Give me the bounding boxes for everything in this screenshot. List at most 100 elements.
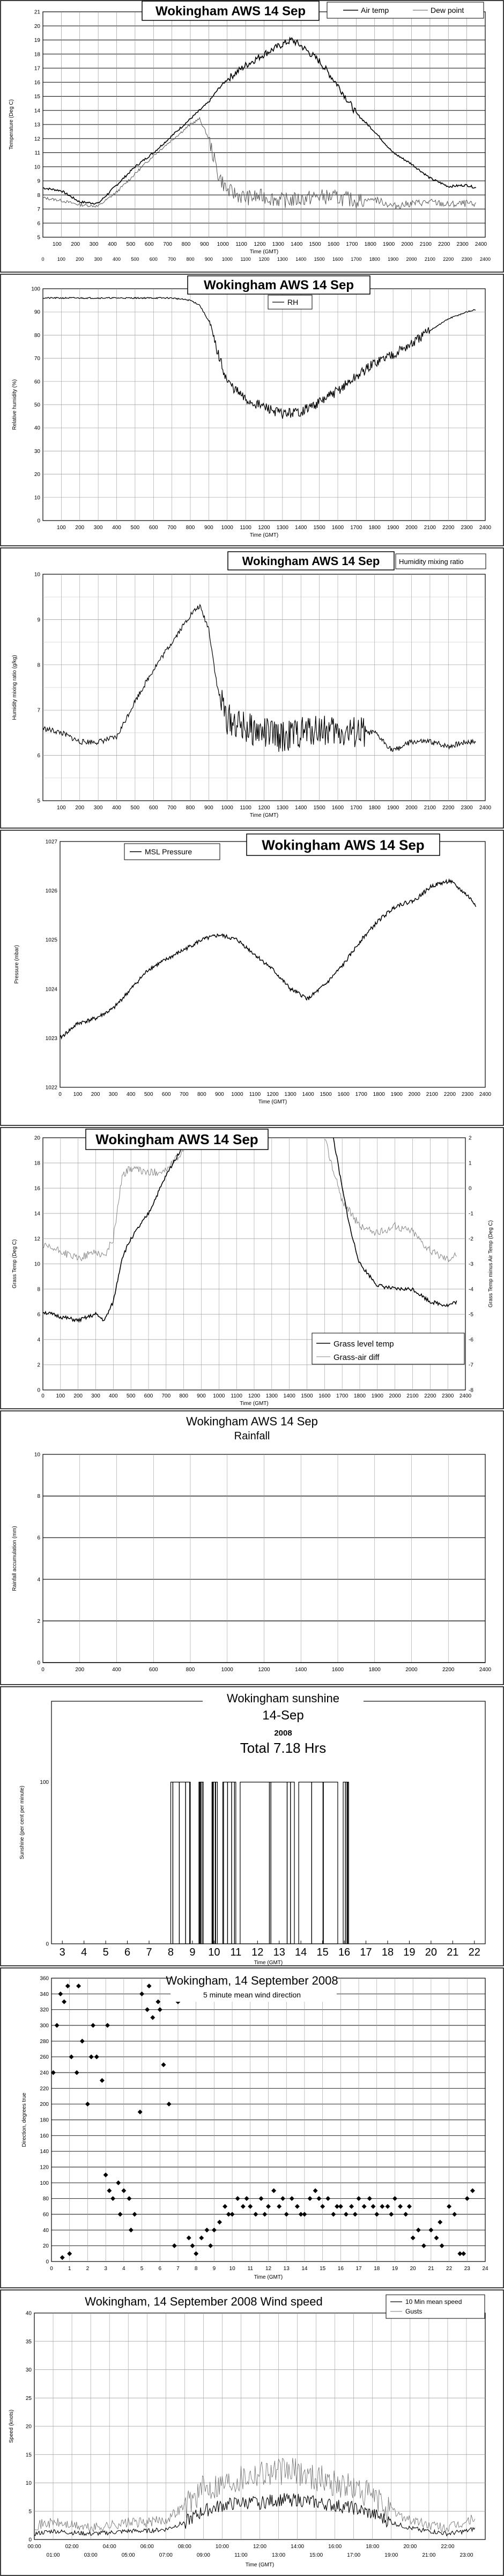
direction-point [457, 2251, 463, 2256]
y-right-tick-label: -1 [469, 1211, 473, 1217]
x-tick-label: 1000 [221, 1667, 234, 1673]
title-backdrop [171, 1971, 337, 2002]
x-tick-label: 15 [320, 2266, 326, 2272]
x-tick-label: 16 [338, 1946, 350, 1958]
x-tick-label: 22 [446, 2266, 453, 2272]
rh-line [42, 296, 476, 419]
chart-title: Wokingham AWS 14 Sep [204, 278, 354, 292]
direction-point [271, 2188, 277, 2193]
pressure-line [60, 878, 477, 1040]
x-tick-label: 13 [273, 1946, 285, 1958]
direction-point [50, 2070, 56, 2075]
year-annotation: 2008 [274, 1729, 292, 1738]
y-axis-label: Humidity mixing ratio (g/kg) [12, 655, 18, 720]
x-tick-label: 8 [168, 1946, 174, 1958]
x-tick-label: 1200 [258, 525, 270, 531]
x-tick-label: 1600 [318, 1393, 331, 1399]
x-tick-label: 1600 [328, 241, 340, 247]
x-tick-label: 0 [41, 1667, 45, 1673]
x-tick-label: 1600 [332, 805, 344, 811]
direction-point [447, 2204, 452, 2209]
direction-point [320, 2204, 325, 2209]
x-tick-label: 24 [482, 2266, 488, 2272]
x-tick-label: 15:00 [309, 2552, 323, 2558]
x-tick-label: 19 [392, 2266, 398, 2272]
legend-label-dew-point: Dew point [431, 6, 464, 14]
x-tick-label: 2000 [401, 241, 413, 247]
direction-point [65, 1984, 70, 1989]
direction-point [385, 2204, 390, 2209]
plot-area [51, 1701, 486, 1944]
plot-area [60, 841, 486, 1088]
x-tick-label: 1500 [314, 805, 326, 811]
direction-point [403, 2212, 409, 2217]
direction-point [117, 2212, 123, 2217]
y-tick-label: 16 [34, 1186, 41, 1192]
x-tick-label: 400 [112, 1667, 121, 1673]
mean-speed-line [34, 2493, 476, 2537]
y-tick-label: 8 [37, 193, 40, 199]
y-tick-label: 16 [34, 80, 41, 86]
y-right-tick-label: -7 [469, 1363, 473, 1368]
x-tick-label: 1500 [309, 241, 322, 247]
x-tick-label: 23:00 [459, 2552, 473, 2558]
x-tick-label: 17 [360, 1946, 372, 1958]
title-backdrop [203, 1690, 364, 1724]
y-tick-label: 200 [40, 2102, 49, 2107]
direction-point [380, 2204, 385, 2209]
x-tick-label: 10 [208, 1946, 220, 1958]
y-axis-label: Grass Temp (Deg C) [12, 1239, 18, 1289]
x-tick-label: 23 [464, 2266, 471, 2272]
y-tick-label: 18 [34, 1161, 41, 1167]
direction-point [438, 2220, 443, 2225]
chart-subtitle: Rainfall [234, 1430, 270, 1442]
y-tick-label: 10 [26, 2480, 32, 2486]
x-tick-label: 300 [94, 805, 103, 811]
x-tick-label: 12 [265, 2266, 272, 2272]
x-tick-label: 1600 [338, 1092, 350, 1097]
direction-point [229, 2212, 235, 2217]
x-tick-label-secondary: 2000 [406, 257, 417, 262]
y-tick-label: 5 [37, 235, 40, 241]
direction-point [58, 1991, 63, 1996]
y-axis-label: Speed (knots) [9, 2410, 14, 2443]
x-tick-label: 1200 [266, 1092, 279, 1097]
x-tick-label: 1300 [277, 805, 289, 811]
x-tick-label: 20 [410, 2266, 417, 2272]
x-axis-label: Time (GMT) [254, 1960, 283, 1966]
x-tick-label: 2000 [405, 525, 418, 531]
x-tick-label: 300 [90, 241, 99, 247]
x-tick-label-secondary: 1400 [295, 257, 306, 262]
y-tick-label: 4 [37, 1577, 40, 1583]
x-tick-label: 400 [108, 241, 117, 247]
direction-point [211, 2227, 217, 2233]
legend-label-grass-air-diff: Grass-air diff [333, 1353, 380, 1362]
x-tick-label: 9 [213, 2266, 216, 2272]
title-box [227, 551, 395, 570]
direction-point [452, 2212, 457, 2217]
x-tick-label: 200 [75, 805, 84, 811]
x-tick-label: 100 [56, 1393, 65, 1399]
x-tick-label: 800 [186, 525, 195, 531]
x-tick-label: 7 [146, 1946, 152, 1958]
x-tick-label: 15 [317, 1946, 329, 1958]
x-tick-label: 1100 [249, 1092, 261, 1097]
direction-point [127, 2196, 132, 2201]
y-tick-label: 20 [26, 2424, 32, 2430]
y-tick-label: 1022 [46, 1085, 58, 1091]
direction-point [60, 2255, 65, 2260]
x-tick-label: 1000 [221, 525, 234, 531]
x-tick-label: 22:00 [441, 2544, 454, 2550]
y-tick-label: 14 [34, 1211, 41, 1217]
x-axis-label: Time (GMT) [246, 2562, 275, 2568]
y-tick-label: 7 [37, 207, 40, 213]
y-tick-label: 80 [34, 333, 41, 339]
legend-label-gusts: Gusts [405, 2308, 422, 2315]
sunshine-bar [222, 1782, 236, 1944]
x-tick-label: 00:00 [27, 2544, 41, 2550]
x-tick-label: 1000 [231, 1092, 243, 1097]
x-tick-label: 700 [167, 525, 176, 531]
direction-point [325, 2196, 331, 2201]
direction-point [349, 2204, 354, 2209]
y-tick-label: 240 [40, 2070, 49, 2076]
